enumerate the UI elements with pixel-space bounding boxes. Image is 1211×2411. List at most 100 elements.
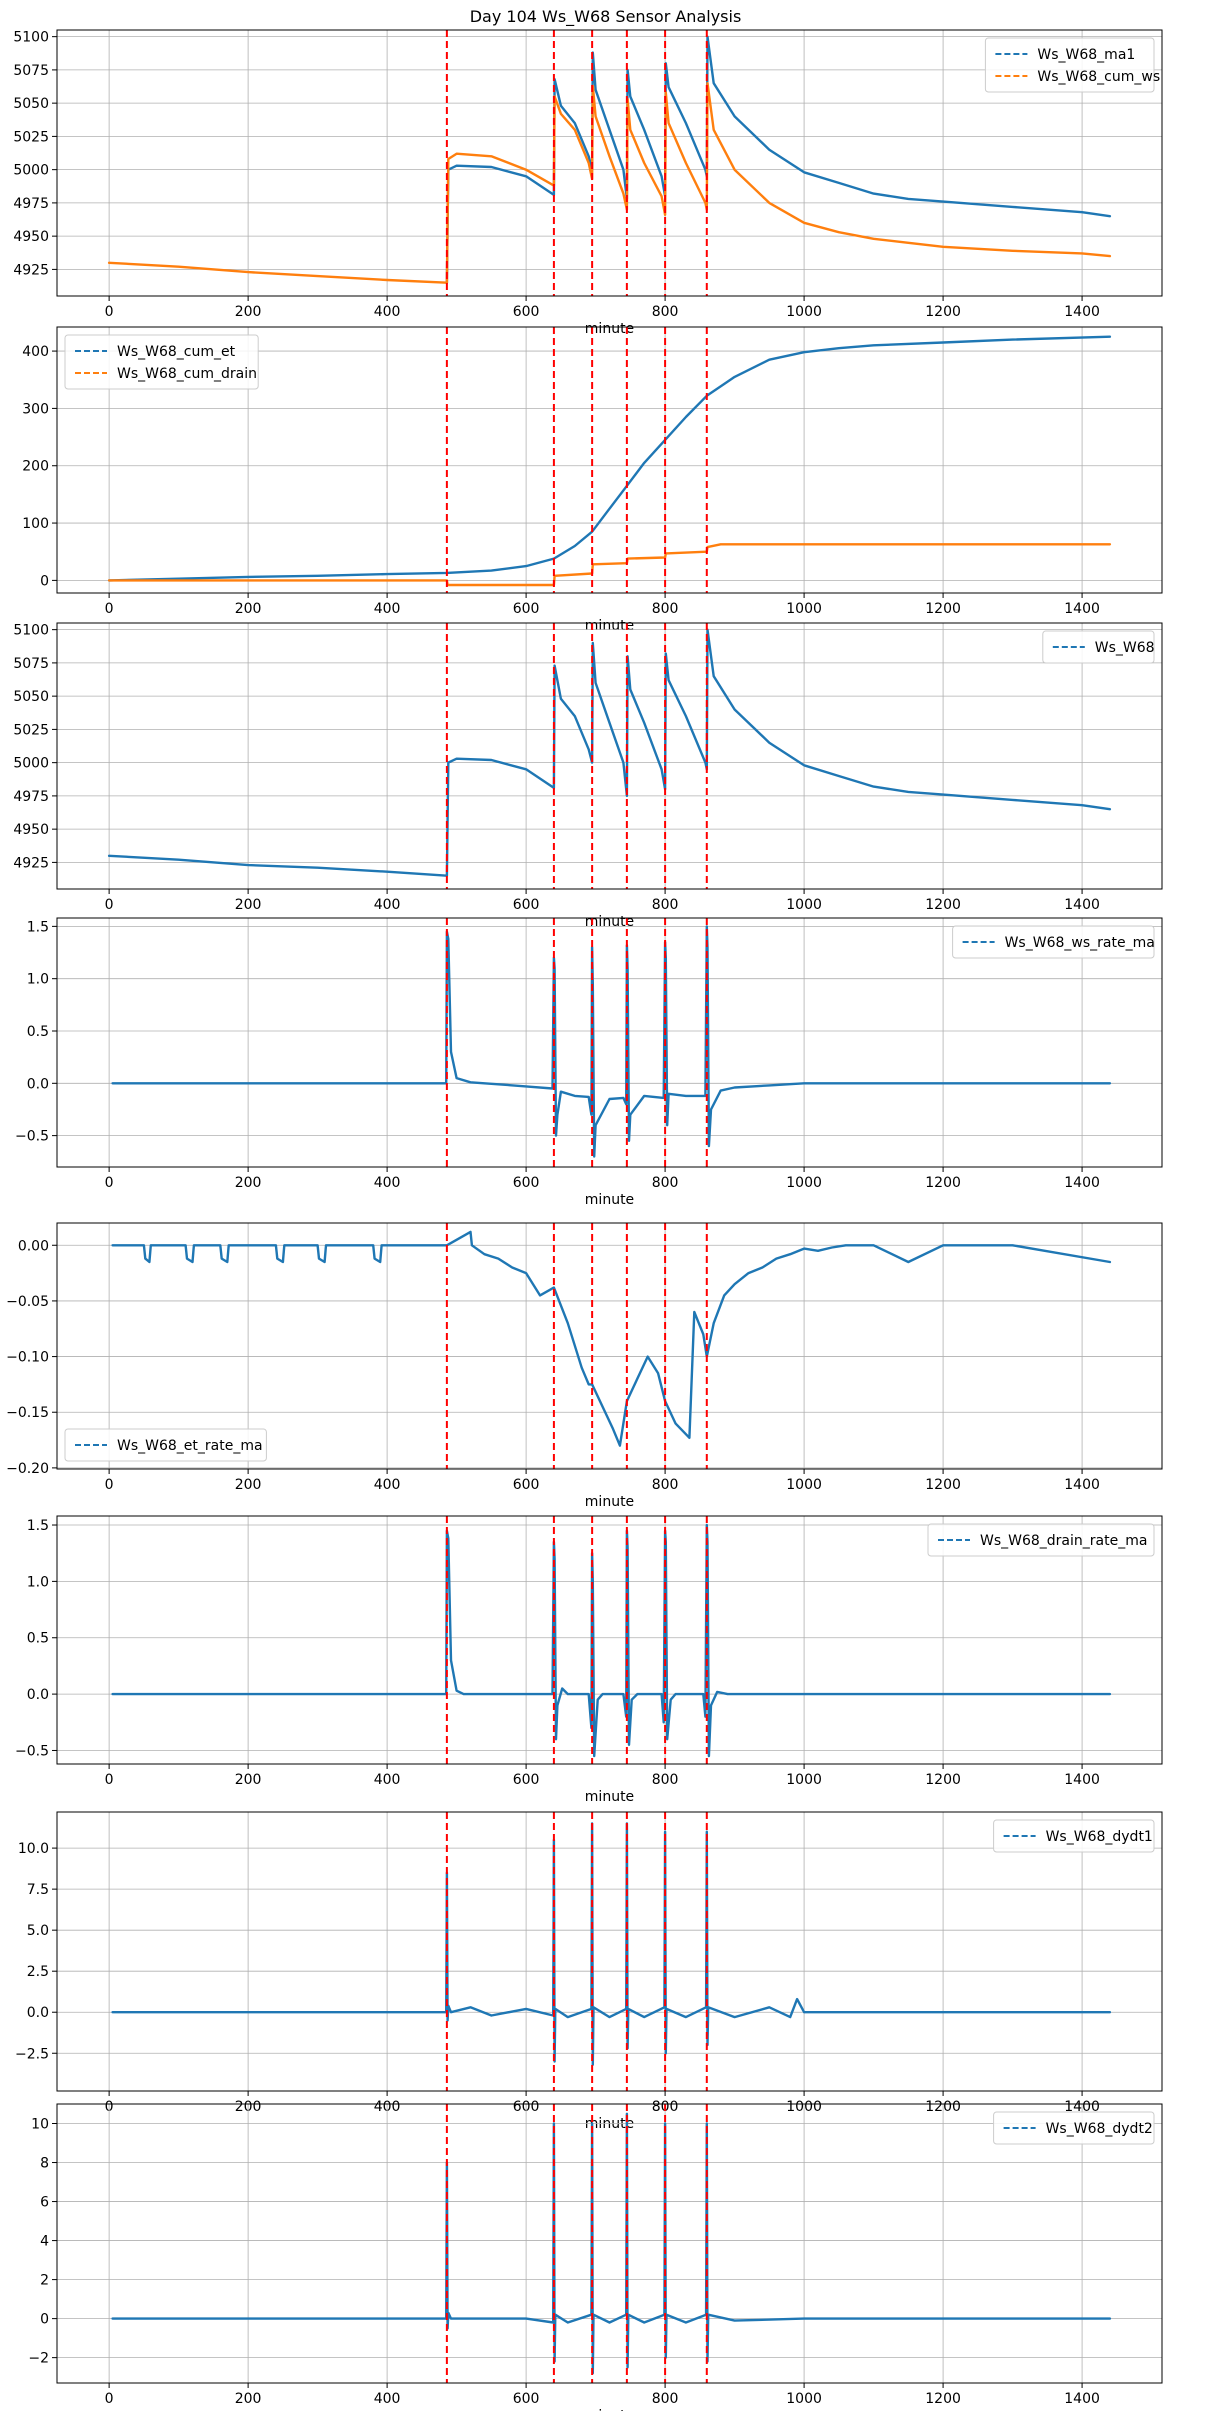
x-tick-label: 1200 bbox=[925, 2391, 961, 2407]
legend: Ws_W68_ws_rate_ma bbox=[952, 925, 1155, 959]
legend: Ws_W68_dydt2 bbox=[993, 2111, 1155, 2145]
x-tick-label: 1400 bbox=[1064, 2391, 1100, 2407]
plot-area bbox=[111, 1516, 1112, 1764]
x-tick-label: 800 bbox=[652, 1175, 679, 1191]
subplot-4: 0 200 400 600 800 1000 1200 1400 −0.5 0.0 0.5 1.0 1.… bbox=[15, 917, 1163, 1208]
y-tick-label: −0.5 bbox=[15, 1129, 49, 1145]
y-tick-label: 300 bbox=[22, 401, 49, 417]
legend-box bbox=[993, 1819, 1155, 1853]
y-tick-label: 1.5 bbox=[27, 919, 49, 935]
plot-area bbox=[111, 918, 1112, 1167]
x-tick-label: 1200 bbox=[925, 1477, 961, 1493]
series-line-Ws_W68_ma1 bbox=[445, 35, 1112, 284]
x-tick-label: 0 bbox=[105, 2391, 114, 2407]
legend: Ws_W68_ma1 Ws_W68_cum_ws bbox=[984, 37, 1160, 93]
y-tick-label: 5075 bbox=[13, 656, 49, 672]
y-tick-label: 4 bbox=[40, 2234, 49, 2250]
subplot-6: 0 200 400 600 800 1000 1200 1400 −0.5 0.0 0.5 1.0 1.… bbox=[15, 1515, 1163, 1805]
legend-label: Ws_W68_drain_rate_ma bbox=[980, 1533, 1147, 1549]
x-tick-label: 400 bbox=[374, 601, 401, 617]
legend-label: Ws_W68_dydt2 bbox=[1046, 2121, 1153, 2137]
x-tick-label: 200 bbox=[235, 897, 262, 913]
plot-area bbox=[111, 2104, 1112, 2383]
y-tick-label: −0.05 bbox=[6, 1294, 49, 1310]
legend-box bbox=[64, 1428, 267, 1462]
x-tick-label: 1400 bbox=[1064, 1772, 1100, 1788]
y-tick-label: 6 bbox=[40, 2195, 49, 2211]
legend: Ws_W68_et_rate_ma bbox=[64, 1428, 267, 1462]
legend-box bbox=[984, 37, 1155, 93]
y-tick-label: 4975 bbox=[13, 196, 49, 212]
legend-box bbox=[952, 925, 1155, 959]
subplot-1: 0 200 400 600 800 1000 1200 1400 4925 4950 4975 500… bbox=[13, 29, 1163, 337]
x-tick-label: 400 bbox=[374, 1772, 401, 1788]
y-tick-label: −2.5 bbox=[15, 2046, 49, 2062]
x-axis-label: minute bbox=[585, 321, 634, 337]
y-tick-label: 0.0 bbox=[27, 1076, 49, 1092]
series-line-Ws_W68_ws_rate_ma bbox=[111, 925, 1112, 1158]
x-tick-label: 600 bbox=[513, 1772, 540, 1788]
legend-box bbox=[927, 1523, 1155, 1557]
series-line-Ws_W68_dydt2 bbox=[111, 2112, 1112, 2375]
y-tick-label: 5000 bbox=[13, 756, 49, 772]
axes-frame bbox=[56, 2103, 1163, 2384]
x-tick-label: 600 bbox=[513, 897, 540, 913]
x-tick-label: 600 bbox=[513, 601, 540, 617]
x-tick-label: 800 bbox=[652, 601, 679, 617]
legend: Ws_W68_cum_et Ws_W68_cum_drain bbox=[64, 334, 259, 390]
y-tick-label: 8 bbox=[40, 2156, 49, 2172]
legend-box bbox=[1042, 630, 1155, 664]
legend: Ws_W68_dydt1 bbox=[993, 1819, 1155, 1853]
legend-box bbox=[64, 334, 259, 390]
series-line-Ws_W68_cum_ws bbox=[107, 81, 1112, 284]
x-tick-label: 200 bbox=[235, 1175, 262, 1191]
y-tick-label: 0.5 bbox=[27, 1631, 49, 1647]
axes-frame bbox=[56, 1515, 1163, 1765]
plot-area bbox=[107, 30, 1112, 296]
x-tick-label: 0 bbox=[105, 897, 114, 913]
x-tick-label: 800 bbox=[652, 1477, 679, 1493]
x-tick-label: 0 bbox=[105, 601, 114, 617]
y-tick-label: 0.00 bbox=[18, 1238, 49, 1254]
y-tick-label: 5000 bbox=[13, 163, 49, 179]
series-line-Ws_W68_cum_drain bbox=[107, 543, 1112, 587]
legend-label: Ws_W68_cum_drain bbox=[117, 366, 257, 382]
x-tick-label: 1200 bbox=[925, 304, 961, 320]
x-tick-label: 1400 bbox=[1064, 601, 1100, 617]
x-tick-label: 200 bbox=[235, 1477, 262, 1493]
x-tick-label: 0 bbox=[105, 1772, 114, 1788]
y-tick-label: 0 bbox=[40, 573, 49, 589]
axes-frame bbox=[56, 622, 1163, 890]
plot-area bbox=[111, 1223, 1112, 1469]
plot-area bbox=[111, 1812, 1112, 2091]
axes-frame bbox=[56, 29, 1163, 297]
x-tick-label: 0 bbox=[105, 1477, 114, 1493]
y-tick-label: 5025 bbox=[13, 129, 49, 145]
x-axis-label: minute bbox=[585, 1192, 634, 1208]
x-axis-label: minute bbox=[585, 1789, 634, 1805]
x-axis-label: minute bbox=[585, 2116, 634, 2132]
y-tick-label: 4950 bbox=[13, 822, 49, 838]
subplot-8: 0 200 400 600 800 1000 1200 1400 −2 0 2 4 6 8 10 minute… bbox=[28, 2103, 1163, 2411]
x-tick-label: 1000 bbox=[786, 1772, 822, 1788]
y-tick-label: −0.5 bbox=[15, 1743, 49, 1759]
plot-area bbox=[107, 623, 1112, 889]
y-tick-label: 5.0 bbox=[27, 1923, 49, 1939]
x-tick-label: 1400 bbox=[1064, 304, 1100, 320]
subplot-3: 0 200 400 600 800 1000 1200 1400 4925 4950 4975 500… bbox=[13, 622, 1163, 930]
y-tick-label: 0.5 bbox=[27, 1024, 49, 1040]
legend-label: Ws_W68_cum_ws bbox=[1037, 69, 1160, 85]
x-tick-label: 600 bbox=[513, 2391, 540, 2407]
legend: Ws_W68_drain_rate_ma bbox=[927, 1523, 1155, 1557]
x-tick-label: 400 bbox=[374, 1175, 401, 1191]
y-tick-label: −0.10 bbox=[6, 1350, 49, 1366]
axes-frame bbox=[56, 1811, 1163, 2092]
y-tick-label: 0.0 bbox=[27, 1687, 49, 1703]
y-tick-label: 5100 bbox=[13, 623, 49, 639]
x-tick-label: 1000 bbox=[786, 1175, 822, 1191]
x-tick-label: 800 bbox=[652, 897, 679, 913]
x-tick-label: 200 bbox=[235, 304, 262, 320]
x-tick-label: 400 bbox=[374, 1477, 401, 1493]
x-tick-label: 1200 bbox=[925, 601, 961, 617]
y-tick-label: −2 bbox=[28, 2351, 49, 2367]
